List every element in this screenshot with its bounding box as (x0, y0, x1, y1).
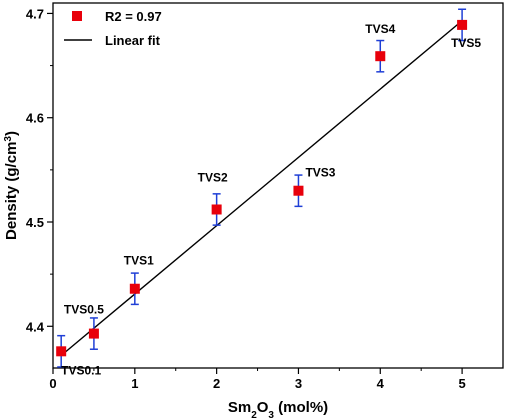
linear-fit-line-group (60, 20, 463, 357)
x-tick-label: 1 (131, 376, 138, 391)
y-axis-title: Density (g/cm3) (3, 131, 21, 240)
x-tick-label: 2 (213, 376, 220, 391)
axis-title-part: ) (3, 131, 20, 136)
y-tick-label: 4.6 (26, 111, 44, 126)
point-label: TVS0.5 (64, 303, 104, 317)
legend: R2 = 0.97 Linear fit (64, 9, 162, 48)
point-label: TVS5 (451, 36, 481, 50)
x-axis: 0 1 2 3 4 5 (49, 368, 466, 391)
point-label: TVS0.1 (61, 363, 101, 377)
axis-title-part: 2 (251, 410, 257, 418)
axis-title-part: Sm (228, 399, 251, 416)
axis-title-part: Density (g/cm (3, 142, 20, 240)
axis-title-part: 3 (3, 136, 14, 142)
x-tick-label: 3 (295, 376, 302, 391)
data-point (293, 185, 304, 196)
data-markers (56, 19, 468, 357)
point-label: TVS3 (305, 166, 335, 180)
data-point (56, 346, 67, 357)
linear-fit-line (60, 20, 463, 357)
axis-title-part: (mol%) (274, 399, 328, 416)
legend-label-r2: R2 = 0.97 (105, 9, 162, 24)
data-point (375, 51, 386, 62)
y-tick-label: 4.7 (26, 6, 44, 21)
data-point (129, 283, 140, 294)
legend-label-fit: Linear fit (105, 33, 161, 48)
axis-title-part: 3 (268, 410, 274, 418)
x-axis-title: Sm2O3 (mol%) (228, 399, 328, 418)
point-label: TVS4 (365, 22, 395, 36)
data-point (88, 328, 99, 339)
x-tick-label: 5 (458, 376, 465, 391)
point-label: TVS1 (124, 254, 154, 268)
y-tick-label: 4.5 (26, 215, 44, 230)
plot-frame (52, 2, 504, 369)
legend-marker-square (72, 11, 82, 21)
point-label: TVS2 (198, 170, 228, 184)
plot-area (52, 2, 504, 369)
y-tick-label: 4.4 (26, 319, 45, 334)
x-tick-label: 0 (49, 376, 56, 391)
x-tick-label: 4 (377, 376, 385, 391)
y-axis: 4.4 4.5 4.6 4.7 (26, 6, 53, 334)
axis-title-part: O (257, 399, 269, 416)
data-point (457, 19, 468, 30)
data-point (211, 204, 222, 215)
point-labels: TVS0.1 TVS0.5 TVS1 TVS2 TVS3 TVS4 TVS5 (61, 22, 481, 377)
